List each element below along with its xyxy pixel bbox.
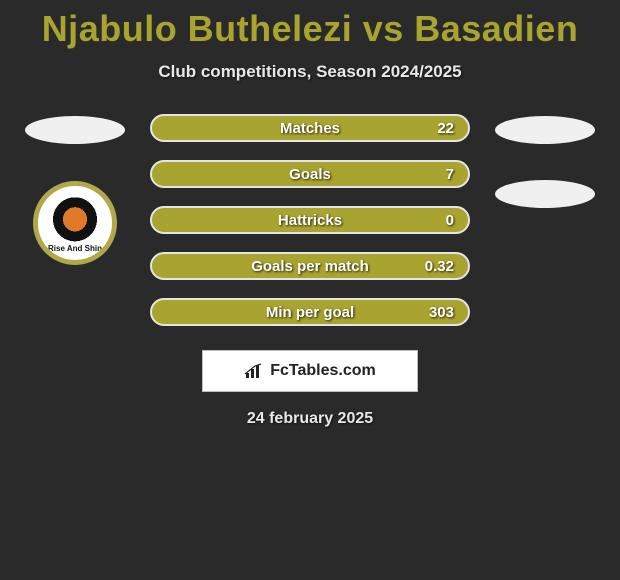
stat-bar-goals-per-match: Goals per match 0.32 [150, 252, 470, 280]
subtitle: Club competitions, Season 2024/2025 [0, 62, 620, 82]
club-badge-left: Rise And Shin [25, 180, 125, 266]
fctables-logo[interactable]: FcTables.com [202, 350, 418, 392]
content-row: Rise And Shin Matches 22 Goals 7 Hattric… [0, 114, 620, 326]
right-side-column [490, 114, 600, 208]
stat-bar-matches: Matches 22 [150, 114, 470, 142]
logo-text: FcTables.com [270, 362, 376, 380]
stat-value: 7 [446, 166, 454, 183]
club-badge-banner: Rise And Shin [42, 243, 109, 254]
stats-column: Matches 22 Goals 7 Hattricks 0 Goals per… [150, 114, 470, 326]
club-badge-circle: Rise And Shin [33, 181, 117, 265]
stat-value: 0 [446, 212, 454, 229]
date-line: 24 february 2025 [0, 410, 620, 428]
stat-bar-hattricks: Hattricks 0 [150, 206, 470, 234]
page-title: Njabulo Buthelezi vs Basadien [0, 0, 620, 50]
stat-value: 22 [437, 120, 454, 137]
stat-value: 303 [429, 304, 454, 321]
chart-icon [244, 363, 264, 379]
stat-value: 0.32 [425, 258, 454, 275]
stat-label: Goals per match [251, 258, 369, 275]
stat-label: Hattricks [278, 212, 342, 229]
stat-bar-goals: Goals 7 [150, 160, 470, 188]
stat-label: Goals [289, 166, 331, 183]
stat-bar-min-per-goal: Min per goal 303 [150, 298, 470, 326]
player-right-avatar [495, 116, 595, 144]
club-right-avatar [495, 180, 595, 208]
player-left-avatar [25, 116, 125, 144]
left-side-column: Rise And Shin [20, 114, 130, 266]
stat-label: Matches [280, 120, 340, 137]
stat-label: Min per goal [266, 304, 354, 321]
